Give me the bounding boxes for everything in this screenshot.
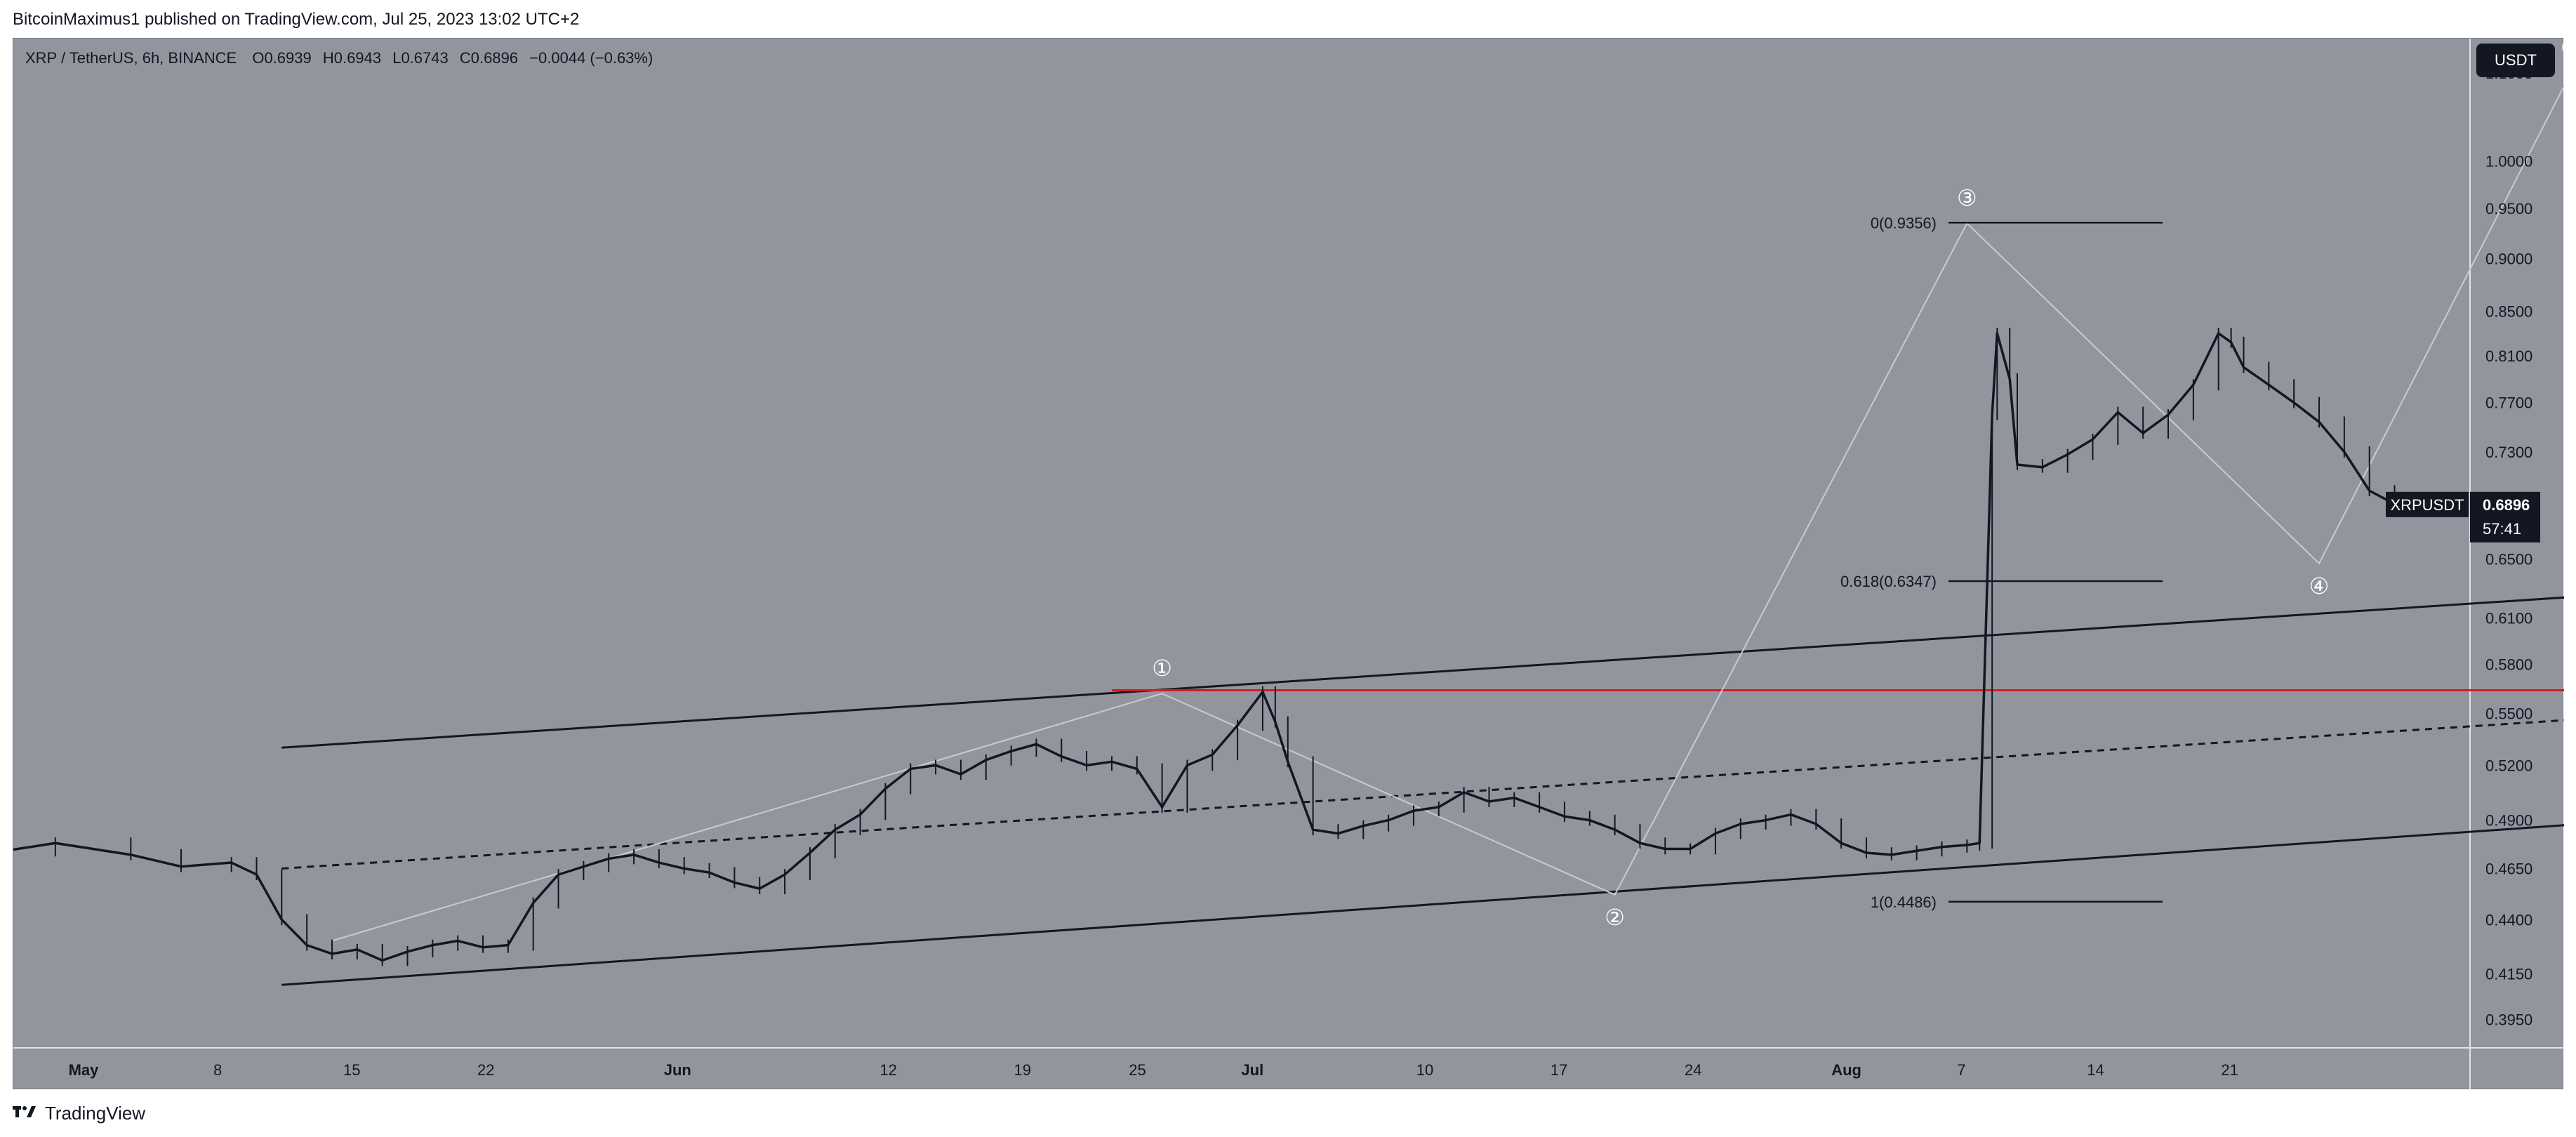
symbol-label[interactable]: XRP / TetherUS, 6h, BINANCE: [25, 49, 237, 67]
price-tag-symbol-bg: [2386, 491, 2469, 517]
change-value: −0.0044 (−0.63%): [529, 49, 653, 67]
y-tick-label: 0.4150: [2485, 965, 2532, 983]
x-tick-label: May: [69, 1061, 100, 1079]
wave-path-line: [331, 84, 2564, 942]
y-tick-label: 0.7700: [2485, 394, 2532, 412]
x-tick-label: Jul: [1241, 1061, 1263, 1079]
open-key: O: [252, 49, 265, 67]
x-tick-label: 15: [343, 1061, 360, 1079]
x-tick-label: 12: [879, 1061, 896, 1079]
wave-label: ④: [2309, 573, 2330, 599]
close-key: C: [459, 49, 471, 67]
y-tick-label: 0.9000: [2485, 250, 2532, 267]
currency-button[interactable]: USDT: [2476, 44, 2555, 77]
y-tick-label: 0.5200: [2485, 757, 2532, 774]
wave-label: ⑤: [2561, 39, 2564, 61]
fib-level-label: 0(0.9356): [1871, 214, 1937, 232]
y-tick-label: 0.4400: [2485, 911, 2532, 929]
price-tag-value: 0.6896: [2483, 496, 2530, 514]
price-line: [13, 332, 2396, 962]
x-tick-label: 7: [1957, 1061, 1965, 1079]
y-tick-label: 0.6500: [2485, 551, 2532, 568]
price-tag-countdown: 57:41: [2483, 520, 2521, 538]
y-tick-label: 0.8100: [2485, 347, 2532, 365]
x-tick-label: Aug: [1831, 1061, 1861, 1079]
high-value: 0.6943: [333, 49, 382, 67]
y-tick-label: 0.5500: [2485, 705, 2532, 723]
chart-area[interactable]: ①②③④⑤0(0.9356)0.618(0.6347)1(0.4486)1.10…: [13, 38, 2564, 1090]
footer-brand[interactable]: TradingView: [45, 1102, 146, 1124]
y-tick-label: 0.7300: [2485, 444, 2532, 461]
price-tag: XRPUSDT 0.6896 57:41: [2386, 491, 2540, 543]
x-tick-label: 22: [477, 1061, 494, 1079]
wave-label: ③: [1957, 185, 1977, 211]
high-key: H: [322, 49, 334, 67]
y-tick-label: 0.4900: [2485, 812, 2532, 830]
x-tick-label: 25: [1129, 1061, 1146, 1079]
wave-label: ②: [1605, 904, 1625, 931]
y-tick-label: 0.5800: [2485, 656, 2532, 674]
x-tick-label: Jun: [664, 1061, 691, 1079]
open-value: 0.6939: [264, 49, 312, 67]
fib-level-label: 1(0.4486): [1871, 893, 1937, 911]
wave-label: ①: [1152, 655, 1172, 681]
y-tick-label: 0.6100: [2485, 609, 2532, 627]
channel-upper-line: [281, 596, 2564, 749]
price-chart[interactable]: ①②③④⑤0(0.9356)0.618(0.6347)1(0.4486)1.10…: [13, 39, 2564, 1090]
channel-mid-line: [281, 719, 2564, 870]
low-value: 0.6743: [401, 49, 449, 67]
channel-lower-line: [281, 824, 2564, 986]
x-tick-label: 17: [1551, 1061, 1567, 1079]
y-tick-label: 0.9500: [2485, 200, 2532, 218]
y-tick-label: 0.3950: [2485, 1011, 2532, 1028]
x-tick-label: 24: [1685, 1061, 1701, 1079]
price-tag-box: [2470, 491, 2540, 543]
price-tag-symbol: XRPUSDT: [2390, 496, 2464, 514]
ohlc-legend: XRP / TetherUS, 6h, BINANCE O0.6939 H0.6…: [25, 49, 653, 67]
close-value: 0.6896: [470, 49, 519, 67]
fib-level-label: 0.618(0.6347): [1840, 573, 1937, 590]
footer: TradingView: [13, 1101, 145, 1126]
x-tick-label: 19: [1014, 1061, 1030, 1079]
tradingview-logo-icon[interactable]: [13, 1103, 38, 1124]
y-tick-label: 0.8500: [2485, 303, 2532, 321]
y-tick-label: 0.4650: [2485, 860, 2532, 878]
low-key: L: [392, 49, 401, 67]
x-tick-label: 14: [2087, 1061, 2104, 1079]
x-tick-label: 8: [213, 1061, 222, 1079]
y-tick-label: 1.0000: [2485, 153, 2532, 171]
x-tick-label: 10: [1416, 1061, 1433, 1079]
publish-info: BitcoinMaximus1 published on TradingView…: [13, 10, 580, 29]
x-tick-label: 21: [2221, 1061, 2238, 1079]
